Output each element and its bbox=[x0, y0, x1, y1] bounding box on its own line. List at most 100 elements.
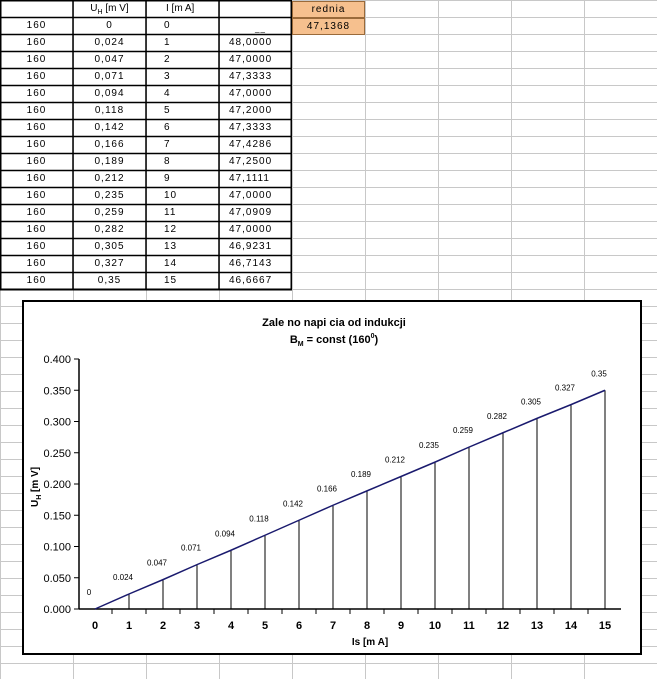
cell-b[interactable]: 160 bbox=[26, 88, 47, 99]
cell-ratio[interactable]: 48,0000 bbox=[229, 37, 273, 48]
cell-uh[interactable]: 0,094 bbox=[94, 88, 125, 99]
cell-current[interactable]: 15 bbox=[164, 275, 178, 286]
cell-uh[interactable]: 0,305 bbox=[94, 241, 125, 252]
cell-current[interactable]: 6 bbox=[164, 122, 171, 133]
y-tick-label: 0.300 bbox=[43, 417, 71, 429]
cell-current[interactable]: 3 bbox=[164, 71, 171, 82]
cell-ratio[interactable]: 47,0909 bbox=[229, 207, 273, 218]
x-tick-label: 11 bbox=[463, 620, 475, 632]
average-value-cell[interactable]: 47,1368 bbox=[292, 18, 365, 35]
cell-b[interactable]: 160 bbox=[26, 156, 47, 167]
data-label: 0.118 bbox=[249, 514, 269, 523]
cell-ratio[interactable]: 47,2000 bbox=[229, 105, 273, 116]
cell-current[interactable]: 7 bbox=[164, 139, 171, 150]
cell-b[interactable]: 160 bbox=[26, 20, 47, 31]
cell-uh[interactable]: 0,259 bbox=[94, 207, 125, 218]
x-tick-label: 4 bbox=[228, 620, 235, 632]
cell-uh[interactable]: 0,047 bbox=[94, 54, 125, 65]
table-borders bbox=[0, 0, 292, 291]
hall-voltage-chart: Zale no napi cia od indukcji BM = const … bbox=[30, 317, 621, 648]
cell-uh[interactable]: 0,282 bbox=[94, 224, 125, 235]
y-tick-label: 0.350 bbox=[43, 385, 71, 397]
cell-b[interactable]: 160 bbox=[26, 224, 47, 235]
cell-uh[interactable]: 0,118 bbox=[94, 105, 125, 116]
ylabel-rest: [m V] bbox=[30, 467, 41, 495]
data-label: 0.047 bbox=[147, 559, 168, 568]
cell-ratio[interactable]: 47,2500 bbox=[229, 156, 273, 167]
data-label: 0.166 bbox=[317, 484, 338, 493]
data-label: 0 bbox=[87, 588, 92, 597]
cell-current[interactable]: 0 bbox=[164, 20, 171, 31]
cell-uh[interactable]: 0,189 bbox=[94, 156, 125, 167]
cell-b[interactable]: 160 bbox=[26, 207, 47, 218]
cell-uh[interactable]: 0,071 bbox=[94, 71, 125, 82]
cell-current[interactable]: 2 bbox=[164, 54, 171, 65]
data-label: 0.35 bbox=[591, 369, 607, 378]
y-tick-label: 0.100 bbox=[43, 542, 71, 554]
data-label: 0.327 bbox=[555, 384, 576, 393]
cell-b[interactable]: 160 bbox=[26, 105, 47, 116]
cell-current[interactable]: 13 bbox=[164, 241, 178, 252]
cell-ratio[interactable]: 46,6667 bbox=[229, 275, 273, 286]
cell-b[interactable]: 160 bbox=[26, 258, 47, 269]
cell-b[interactable]: 160 bbox=[26, 241, 47, 252]
x-tick-label: 0 bbox=[92, 620, 98, 632]
cell-current[interactable]: 5 bbox=[164, 105, 171, 116]
cell-b[interactable]: 160 bbox=[26, 190, 47, 201]
cell-uh[interactable]: 0 bbox=[106, 20, 113, 31]
x-tick-label: 15 bbox=[599, 620, 611, 632]
header-uh[interactable]: UH [m V] bbox=[73, 0, 146, 17]
cell-uh[interactable]: 0,142 bbox=[94, 122, 125, 133]
cell-current[interactable]: 4 bbox=[164, 88, 171, 99]
x-tick-label: 8 bbox=[364, 620, 370, 632]
cell-uh[interactable]: 0,327 bbox=[94, 258, 125, 269]
cell-uh[interactable]: 0,35 bbox=[97, 275, 122, 286]
cell-ratio[interactable]: 47,0000 bbox=[229, 190, 273, 201]
average-header-cell[interactable]: rednia bbox=[292, 1, 365, 18]
cell-ratio[interactable]: 47,3333 bbox=[229, 71, 273, 82]
cell-b[interactable]: 160 bbox=[26, 54, 47, 65]
cell-current[interactable]: 11 bbox=[164, 207, 177, 218]
marker-cell[interactable]: __ bbox=[255, 24, 266, 33]
cell-current[interactable]: 8 bbox=[164, 156, 171, 167]
cell-current[interactable]: 14 bbox=[164, 258, 178, 269]
ylabel-sub: H bbox=[36, 495, 43, 500]
cell-current[interactable]: 1 bbox=[164, 37, 171, 48]
data-label: 0.189 bbox=[351, 470, 372, 479]
cell-ratio[interactable]: 46,9231 bbox=[229, 241, 273, 252]
data-label: 0.094 bbox=[215, 529, 236, 538]
cell-ratio[interactable]: 47,3333 bbox=[229, 122, 273, 133]
cell-uh[interactable]: 0,212 bbox=[94, 173, 125, 184]
cell-current[interactable]: 10 bbox=[164, 190, 178, 201]
x-tick-label: 7 bbox=[330, 620, 336, 632]
cell-ratio[interactable]: 47,0000 bbox=[229, 224, 273, 235]
chart-container[interactable]: Zale no napi cia od indukcji BM = const … bbox=[22, 300, 642, 655]
cell-uh[interactable]: 0,166 bbox=[94, 139, 125, 150]
title-b: B bbox=[290, 334, 298, 346]
cell-uh[interactable]: 0,024 bbox=[94, 37, 125, 48]
cell-b[interactable]: 160 bbox=[26, 122, 47, 133]
x-tick-label: 14 bbox=[565, 620, 578, 632]
cell-ratio[interactable]: 47,0000 bbox=[229, 88, 273, 99]
y-tick-label: 0.150 bbox=[43, 510, 71, 522]
y-axis-label: UH [m V] bbox=[30, 467, 43, 507]
cell-ratio[interactable]: 47,4286 bbox=[229, 139, 273, 150]
cell-ratio[interactable]: 46,7143 bbox=[229, 258, 273, 269]
cell-uh[interactable]: 0,235 bbox=[94, 190, 125, 201]
x-tick-label: 13 bbox=[531, 620, 543, 632]
y-tick-label: 0.000 bbox=[43, 604, 71, 616]
cell-ratio[interactable]: 47,0000 bbox=[229, 54, 273, 65]
cell-current[interactable]: 12 bbox=[164, 224, 178, 235]
x-tick-label: 1 bbox=[126, 620, 132, 632]
header-uh-main: U bbox=[90, 3, 98, 14]
header-current[interactable]: I [m A] bbox=[166, 3, 195, 14]
title-b-sub: M bbox=[298, 341, 304, 348]
cell-b[interactable]: 160 bbox=[26, 71, 47, 82]
data-label: 0.071 bbox=[181, 544, 202, 553]
cell-ratio[interactable]: 47,1111 bbox=[229, 173, 270, 184]
cell-b[interactable]: 160 bbox=[26, 275, 47, 286]
cell-b[interactable]: 160 bbox=[26, 173, 47, 184]
cell-b[interactable]: 160 bbox=[26, 139, 47, 150]
cell-b[interactable]: 160 bbox=[26, 37, 47, 48]
cell-current[interactable]: 9 bbox=[164, 173, 171, 184]
